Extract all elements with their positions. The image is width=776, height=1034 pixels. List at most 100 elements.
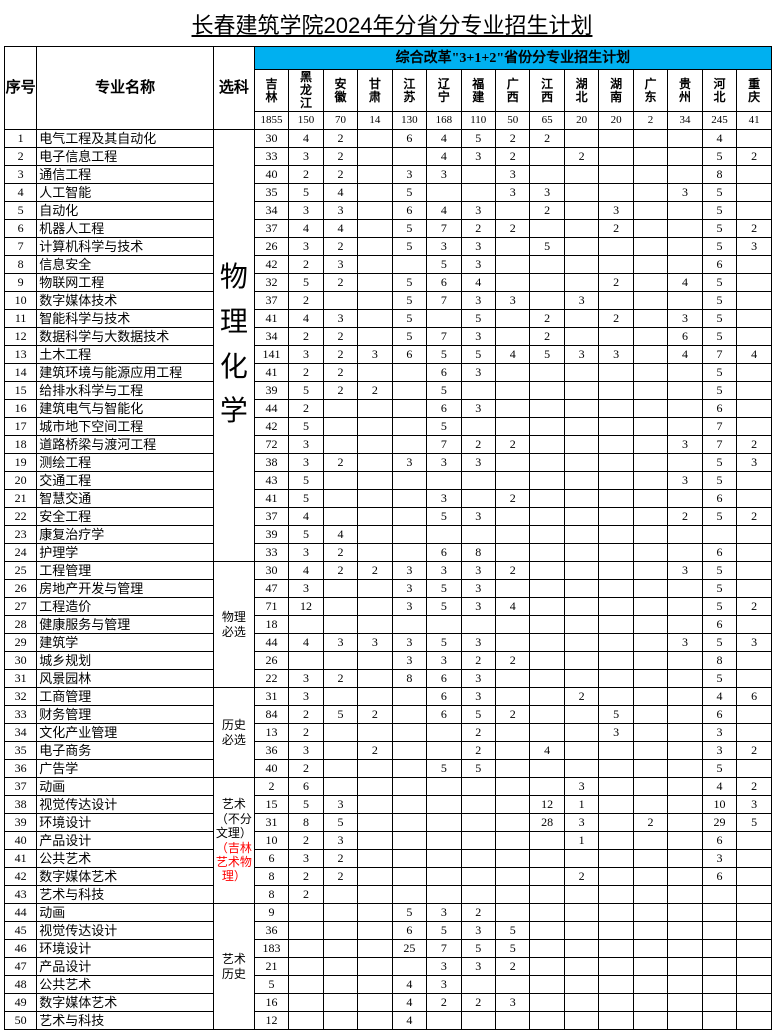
cell: 33 [254,148,288,166]
cell: 2 [633,814,667,832]
cell [323,616,357,634]
cell: 3 [461,202,495,220]
hdr-xueke: 选科 [213,47,254,130]
cell [530,922,564,940]
cell [633,742,667,760]
cell: 5 [392,274,426,292]
cell: 2 [530,328,564,346]
cell [737,850,772,868]
cell: 84 [254,706,288,724]
cell [564,886,598,904]
cell: 5 [702,202,736,220]
cell [461,976,495,994]
cell: 4 [427,148,461,166]
row-index: 28 [5,616,37,634]
table-row: 49数字媒体艺术164223 [5,994,772,1012]
cell: 3 [427,490,461,508]
cell [323,724,357,742]
table-row: 31风景园林22328635 [5,670,772,688]
cell [737,904,772,922]
major-name: 工程造价 [37,598,214,616]
cell [530,868,564,886]
cell: 37 [254,220,288,238]
cell [530,472,564,490]
cell [599,526,633,544]
cell: 3 [461,670,495,688]
cell [702,886,736,904]
cell [633,994,667,1012]
cell: 2 [289,760,323,778]
cell [496,418,530,436]
cell [668,958,702,976]
cell [599,652,633,670]
table-row: 30城乡规划2633228 [5,652,772,670]
cell [358,814,392,832]
cell: 6 [702,616,736,634]
major-name: 护理学 [37,544,214,562]
cell: 3 [461,400,495,418]
table-row: 11智能科学与技术4143552235 [5,310,772,328]
major-name: 建筑环境与能源应用工程 [37,364,214,382]
cell: 5 [427,346,461,364]
cell: 6 [392,202,426,220]
cell [358,994,392,1012]
cell [496,634,530,652]
cell: 2 [530,202,564,220]
cell [564,238,598,256]
cell: 71 [254,598,288,616]
table-row: 21智慧交通415326 [5,490,772,508]
cell: 6 [392,346,426,364]
cell: 3 [496,292,530,310]
cell [496,256,530,274]
cell: 5 [530,346,564,364]
cell [737,400,772,418]
cell [358,490,392,508]
major-name: 交通工程 [37,472,214,490]
cell: 3 [564,778,598,796]
cell: 3 [599,346,633,364]
cell [358,472,392,490]
cell [702,904,736,922]
cell: 2 [496,130,530,148]
cell [427,1012,461,1030]
cell [599,616,633,634]
cell [564,922,598,940]
cell [599,940,633,958]
cell [530,670,564,688]
cell: 2 [289,706,323,724]
cell: 6 [702,832,736,850]
cell: 4 [496,346,530,364]
cell [358,310,392,328]
cell: 2 [564,688,598,706]
cell [289,904,323,922]
cell [530,652,564,670]
cell: 41 [254,490,288,508]
row-index: 46 [5,940,37,958]
cell: 40 [254,166,288,184]
cell [564,418,598,436]
cell: 3 [530,184,564,202]
cell: 2 [461,652,495,670]
cell [392,886,426,904]
cell [737,130,772,148]
table-row: 13土木工程1413236554533474 [5,346,772,364]
cell [358,220,392,238]
cell [737,526,772,544]
cell: 4 [289,634,323,652]
major-name: 产品设计 [37,832,214,850]
cell [633,418,667,436]
cell: 26 [254,652,288,670]
cell [564,544,598,562]
cell [358,688,392,706]
cell: 7 [702,346,736,364]
cell [668,148,702,166]
cell: 3 [289,436,323,454]
cell [668,364,702,382]
cell [358,364,392,382]
cell: 5 [702,760,736,778]
cell [564,724,598,742]
cell: 2 [323,166,357,184]
cell: 7 [427,292,461,310]
cell [358,940,392,958]
banner: 综合改革"3+1+2"省份分专业招生计划 [254,47,771,70]
